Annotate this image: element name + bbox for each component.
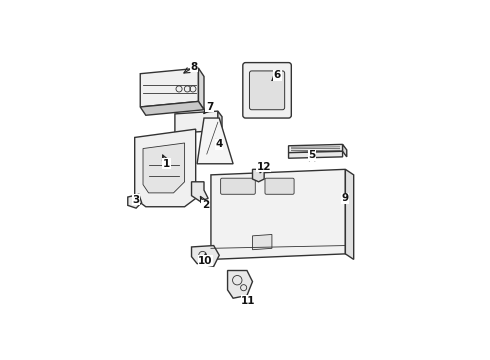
Polygon shape	[128, 194, 142, 208]
Polygon shape	[140, 102, 204, 115]
Text: 6: 6	[274, 70, 281, 80]
Text: 12: 12	[256, 162, 271, 172]
Polygon shape	[140, 68, 198, 107]
Polygon shape	[289, 151, 343, 158]
Text: 3: 3	[132, 195, 140, 205]
Text: 4: 4	[216, 139, 223, 149]
Polygon shape	[345, 169, 354, 260]
Text: 9: 9	[342, 193, 349, 203]
Polygon shape	[192, 246, 219, 266]
Polygon shape	[252, 234, 272, 250]
Polygon shape	[343, 144, 347, 157]
Polygon shape	[211, 169, 345, 260]
Text: 1: 1	[163, 159, 170, 169]
Text: 7: 7	[206, 102, 213, 112]
Polygon shape	[135, 129, 196, 207]
Polygon shape	[227, 270, 252, 298]
Polygon shape	[218, 111, 222, 136]
Polygon shape	[143, 143, 185, 193]
Polygon shape	[252, 169, 264, 182]
Polygon shape	[197, 118, 233, 164]
Polygon shape	[289, 144, 343, 153]
Polygon shape	[175, 111, 218, 133]
Polygon shape	[192, 182, 208, 201]
FancyBboxPatch shape	[249, 71, 285, 110]
Polygon shape	[198, 68, 204, 110]
Text: 5: 5	[309, 150, 316, 161]
FancyBboxPatch shape	[243, 63, 292, 118]
Text: 11: 11	[241, 296, 256, 306]
Text: 2: 2	[202, 201, 209, 210]
FancyBboxPatch shape	[220, 178, 255, 194]
Text: 10: 10	[198, 256, 213, 266]
FancyBboxPatch shape	[265, 178, 294, 194]
Text: 8: 8	[191, 62, 198, 72]
